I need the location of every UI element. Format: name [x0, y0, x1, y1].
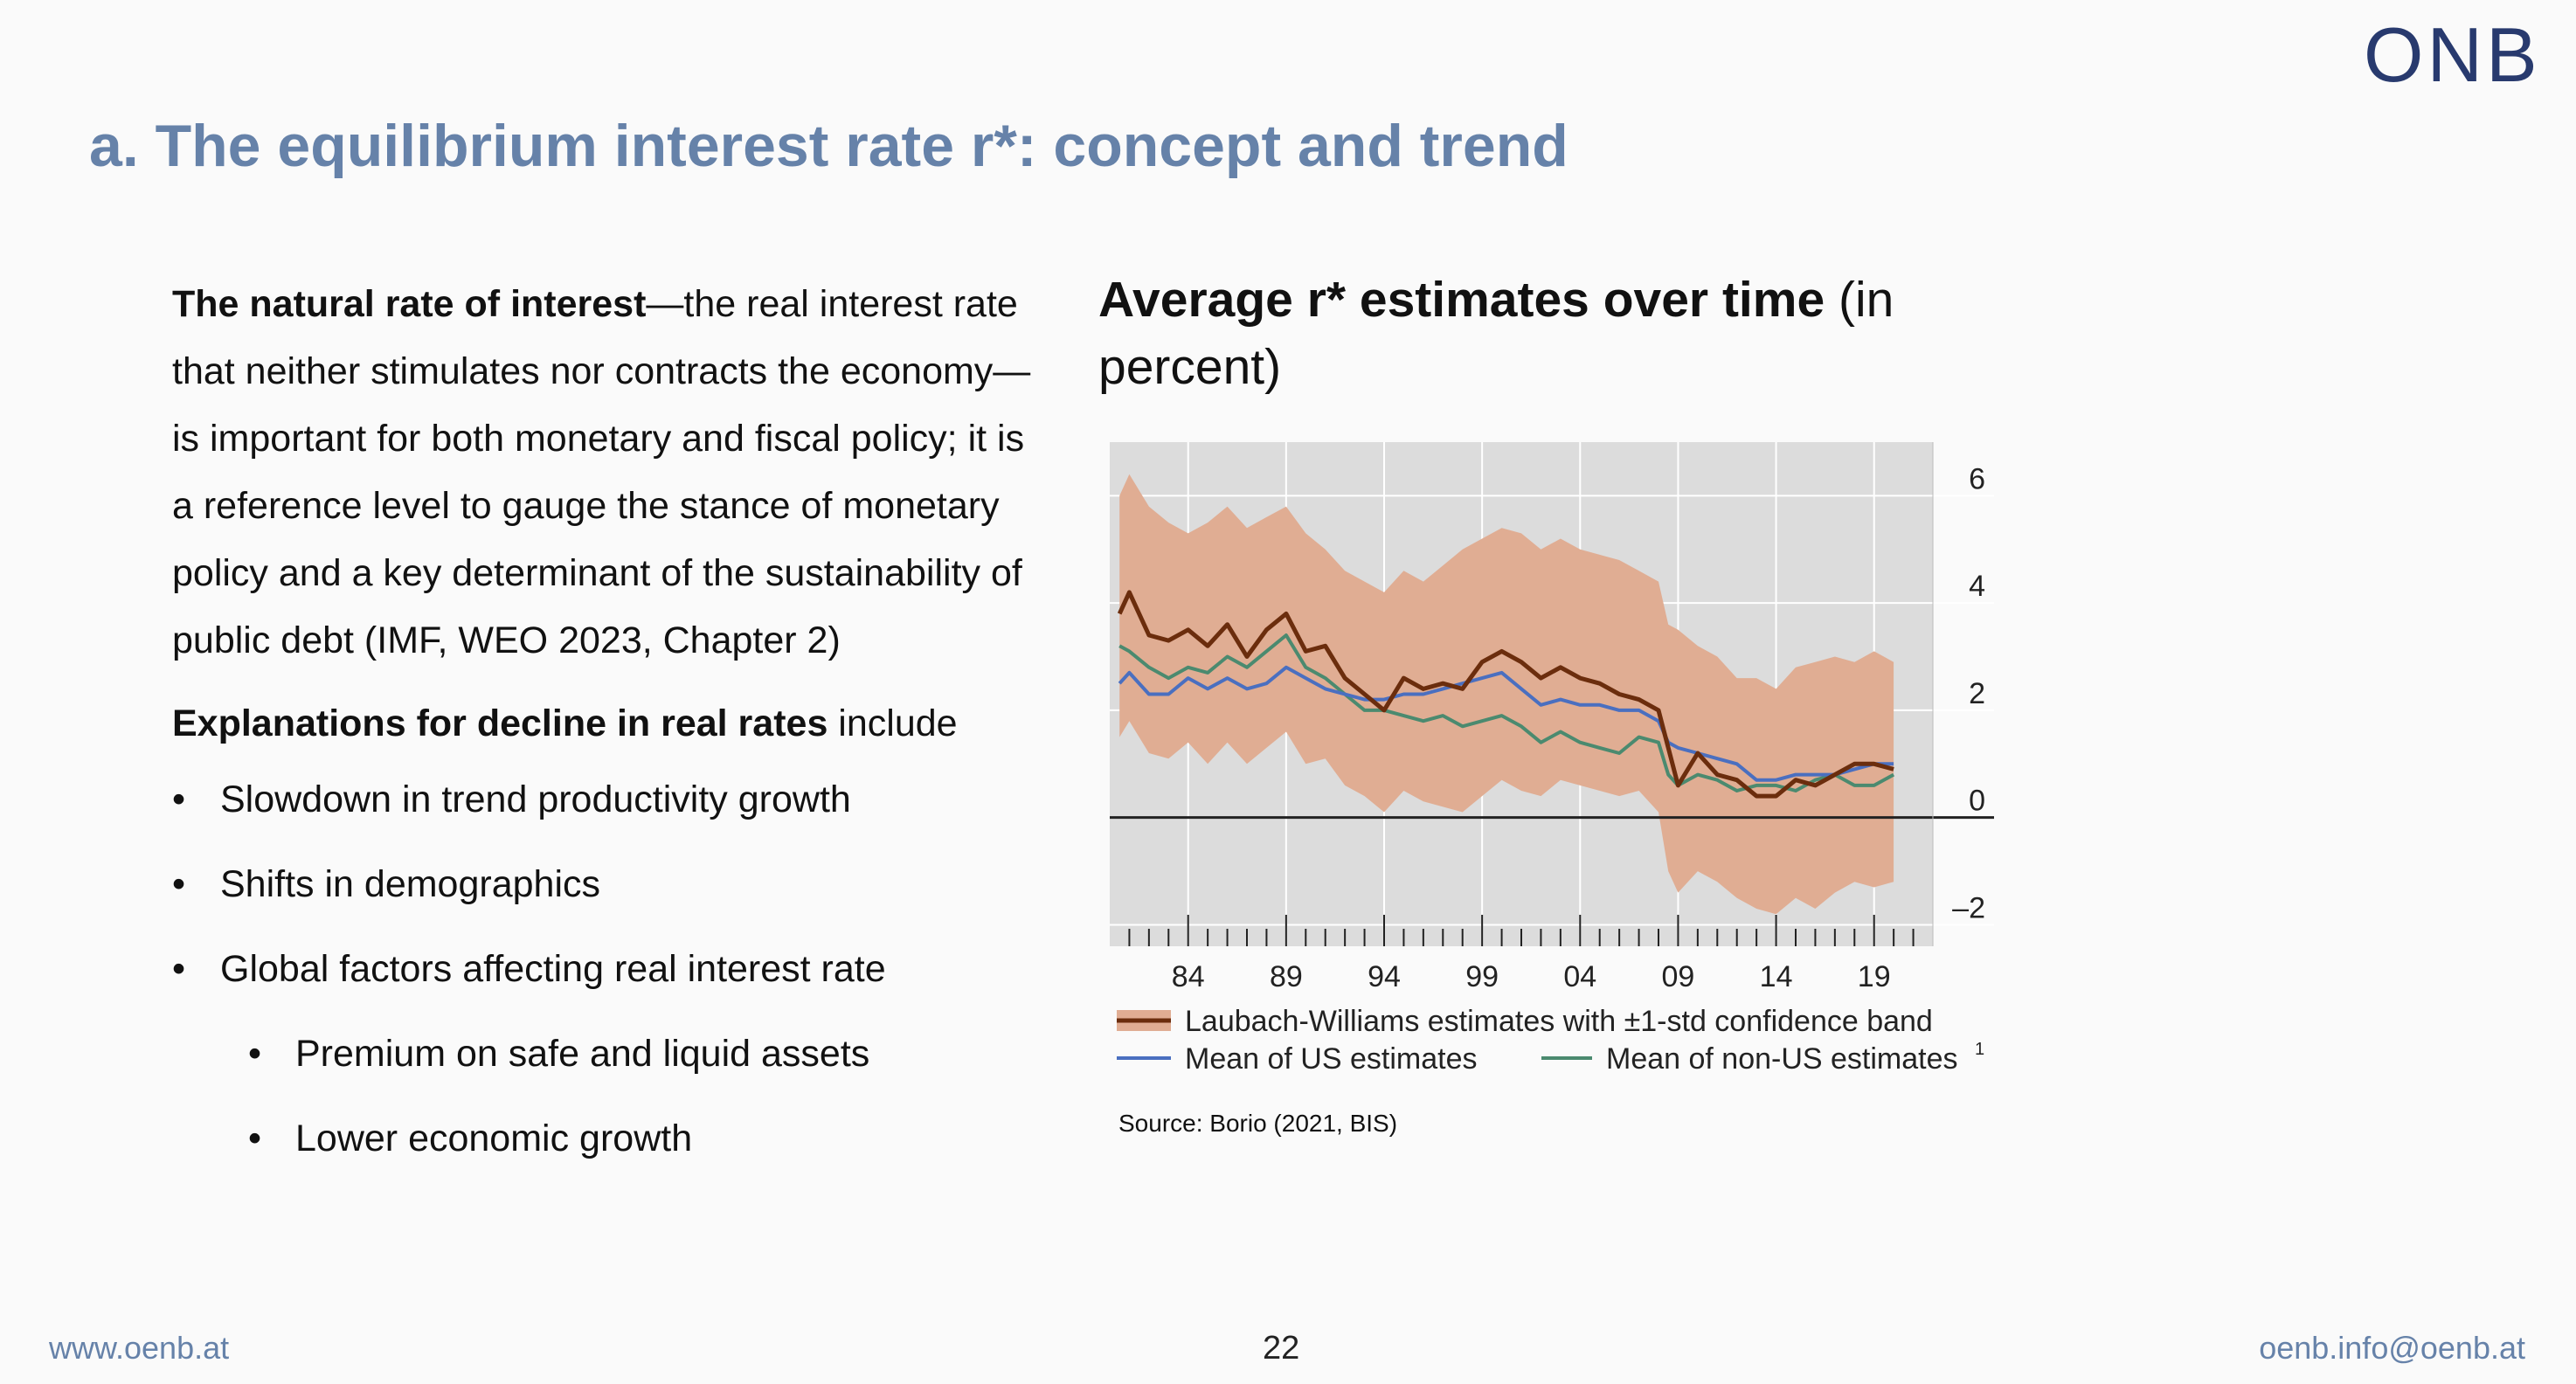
bullet-dot: •: [172, 778, 186, 820]
series-line-laubach-williams: [1117, 590, 1894, 799]
legend-label-band: Laubach-Williams estimates with ±1-std c…: [1185, 1005, 1933, 1038]
explain-rest: include: [828, 702, 958, 744]
sub-bullet-text: Lower economic growth: [295, 1118, 693, 1159]
rstar-chart: –2 0 2 4 6 84 89 94 99 04 09 14 19 Laubach-Williams e…: [1110, 442, 1994, 1076]
intro-bold: The natural rate of interest: [172, 283, 647, 325]
series-line-us: [1118, 665, 1894, 782]
x-tick-label: 09: [1662, 960, 1695, 993]
sub-bullet-item: • Premium on safe and liquid assets: [172, 1012, 1046, 1097]
bullet-text: Shifts in demographics: [220, 863, 600, 905]
y-tick-label: 0: [1969, 785, 1985, 818]
bullet-dot: •: [172, 863, 186, 905]
left-text-column: The natural rate of interest—the real in…: [172, 271, 1046, 1181]
bullet-item: • Shifts in demographics: [172, 842, 1046, 927]
legend-label-us: Mean of US estimates: [1185, 1042, 1477, 1076]
bullet-item: • Global factors affecting real interest …: [172, 927, 1046, 1012]
x-tick-label: 84: [1172, 960, 1205, 993]
explain-bold: Explanations for decline in real rates: [172, 702, 828, 744]
footer-url[interactable]: www.oenb.at: [49, 1330, 230, 1366]
slide-title: a. The equilibrium interest rate r*: con…: [89, 113, 1568, 179]
explanations-heading: Explanations for decline in real rates i…: [172, 690, 1046, 758]
chart-title-rest: (in percent): [1098, 272, 1894, 395]
y-tick-label: 6: [1969, 462, 1985, 495]
y-tick-label: –2: [1952, 891, 1985, 924]
sub-bullet-text: Premium on safe and liquid assets: [295, 1033, 870, 1075]
x-tick-label: 19: [1858, 960, 1891, 993]
bullet-dot: •: [172, 948, 186, 990]
legend-label-non-us: Mean of non-US estimates: [1606, 1042, 1958, 1076]
bullet-item: • Slowdown in trend productivity growth: [172, 758, 1046, 842]
confidence-band: [1119, 474, 1894, 915]
x-tick-label: 89: [1270, 960, 1303, 993]
sub-bullet-item: • Lower economic growth: [172, 1097, 1046, 1181]
chart-title: Average r* estimates over time (in perce…: [1098, 266, 2016, 401]
bullet-dot: •: [248, 1118, 262, 1159]
footer-email[interactable]: oenb.info@oenb.at: [2259, 1330, 2525, 1366]
legend-footnote-marker: 1: [1975, 1040, 1984, 1059]
chart-title-bold: Average r* estimates over time: [1098, 272, 1825, 328]
bullet-text: Global factors affecting real interest r…: [220, 948, 886, 990]
x-tick-label: 99: [1465, 960, 1499, 993]
oenb-logo: ONB: [2364, 11, 2541, 98]
page-number: 22: [1263, 1330, 1300, 1367]
x-tick-label: 14: [1760, 960, 1793, 993]
intro-rest: —the real interest rate that neither sti…: [172, 283, 1031, 661]
bullet-list: • Slowdown in trend productivity growth •…: [172, 758, 1046, 1181]
y-tick-label: 4: [1969, 570, 1985, 603]
intro-paragraph: The natural rate of interest—the real in…: [172, 271, 1046, 675]
bullet-text: Slowdown in trend productivity growth: [220, 778, 851, 820]
y-tick-label: 2: [1969, 677, 1985, 710]
bullet-dot: •: [248, 1033, 262, 1075]
series-line-non-us: [1118, 633, 1895, 792]
x-tick-label: 04: [1563, 960, 1596, 993]
x-tick-label: 94: [1368, 960, 1401, 993]
chart-source: Source: Borio (2021, BIS): [1118, 1110, 1398, 1137]
